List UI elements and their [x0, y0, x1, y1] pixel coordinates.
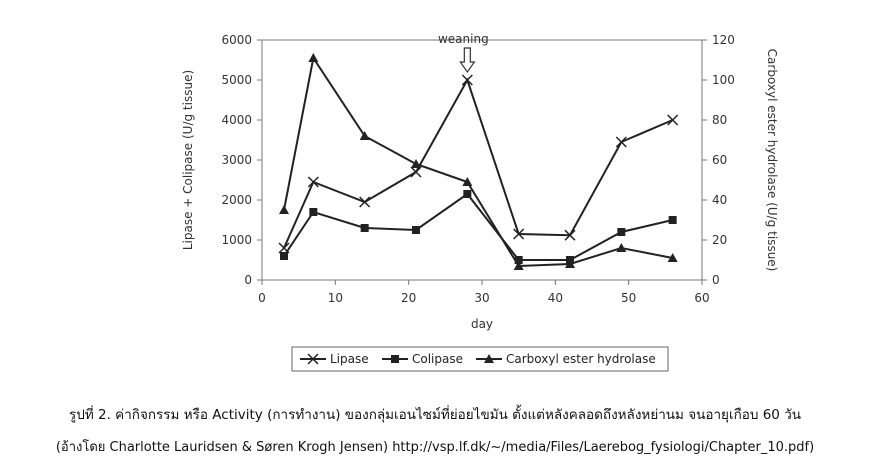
y-right-tick-label: 0	[712, 273, 720, 287]
y-left-tick-label: 6000	[221, 33, 252, 47]
legend-marker-lipase	[307, 353, 319, 365]
figure-source: (อ้างโดย Charlotte Lauridsen & Søren Kro…	[55, 440, 815, 455]
y-right-tick-label: 60	[712, 153, 727, 167]
colipase-point	[280, 252, 288, 260]
carboxyl-ester-hydrolase-point	[462, 177, 473, 186]
lipase-point	[667, 114, 679, 126]
carboxyl-ester-hydrolase-point	[667, 253, 678, 262]
x-tick-label: 30	[474, 291, 489, 305]
colipase-point	[617, 228, 626, 236]
weaning-label: weaning	[438, 32, 489, 46]
lipase-point	[461, 74, 473, 86]
x-axis-title: day	[471, 317, 493, 331]
figure-caption: รูปที่ 2. ค่ากิจกรรม หรือ Activity (การท…	[69, 407, 801, 423]
lipase-point	[410, 166, 422, 178]
line-chart: 0 10 20 30 40 50 60 0100020003000400050006000 …	[181, 32, 779, 372]
x-tick-label: 0	[258, 291, 266, 305]
lipase-line	[283, 77, 674, 249]
legend-marker-carboxyl-ester-hydrolase	[484, 354, 494, 363]
carboxyl-ester-hydrolase-point	[616, 243, 627, 252]
lipase-point	[359, 196, 371, 208]
lipase-point	[513, 228, 525, 240]
legend-label-lipase: Lipase	[330, 352, 369, 366]
y-right-tick-label: 100	[712, 73, 735, 87]
lipase-point	[564, 229, 576, 241]
carboxyl-ester-hydrolase-point	[359, 131, 370, 140]
series-group	[278, 53, 679, 270]
x-tick-label: 60	[694, 291, 709, 305]
lipase-point	[615, 136, 627, 148]
y-left-tick-label: 1000	[221, 233, 252, 247]
x-axis-ticks: 0 10 20 30 40 50 60	[258, 280, 710, 305]
weaning-annotation: weaning	[438, 32, 489, 74]
colipase-point	[360, 224, 369, 232]
y-right-tick-label: 40	[712, 193, 727, 207]
y-right-tick-label: 120	[712, 33, 735, 47]
x-tick-label: 50	[621, 291, 636, 305]
legend-marker-colipase	[391, 355, 399, 363]
y-left-tick-label: 4000	[221, 113, 252, 127]
carboxyl-ester-hydrolase-point	[308, 53, 319, 62]
carboxyl-ester-hydrolase-point	[513, 261, 524, 270]
legend: Lipase Colipase Carboxyl ester hydrolase	[291, 346, 669, 372]
y-left-tick-label: 3000	[221, 153, 252, 167]
weaning-arrow-icon	[459, 47, 476, 74]
carboxyl-ester-hydrolase-point	[565, 259, 575, 268]
lipase-point	[307, 176, 319, 188]
carboxyl-ester-hydrolase-point	[411, 159, 421, 168]
y-left-axis-ticks: 0 1000 2000 3000 4000 5000 6000	[221, 33, 262, 287]
colipase-point	[668, 216, 677, 224]
y-left-tick-label: 0	[244, 273, 252, 287]
colipase-point	[309, 208, 318, 216]
carboxyl-ester-hydrolase-point	[279, 205, 289, 214]
y-left-tick-label: 2000	[221, 193, 252, 207]
x-tick-label: 40	[548, 291, 563, 305]
y-right-tick-label: 80	[712, 113, 727, 127]
plot-frame	[261, 39, 703, 281]
y-left-tick-label: 5000	[221, 73, 252, 87]
y-right-axis-ticks: 0 20 40 60 80 100 120	[702, 33, 735, 287]
y-right-tick-label: 20	[712, 233, 727, 247]
legend-label-carboxyl-ester-hydrolase: Carboxyl ester hydrolase	[506, 352, 656, 366]
x-tick-label: 10	[328, 291, 343, 305]
colipase-point	[514, 256, 523, 264]
colipase-point	[463, 190, 472, 198]
y-left-axis-title: Lipase + Colipase (U/g tissue)	[181, 70, 195, 250]
legend-label-colipase: Colipase	[412, 352, 463, 366]
x-tick-label: 20	[401, 291, 416, 305]
colipase-point	[412, 226, 420, 234]
y-right-axis-title: Carboxyl ester hydrolase (U/g tissue)	[765, 49, 779, 272]
